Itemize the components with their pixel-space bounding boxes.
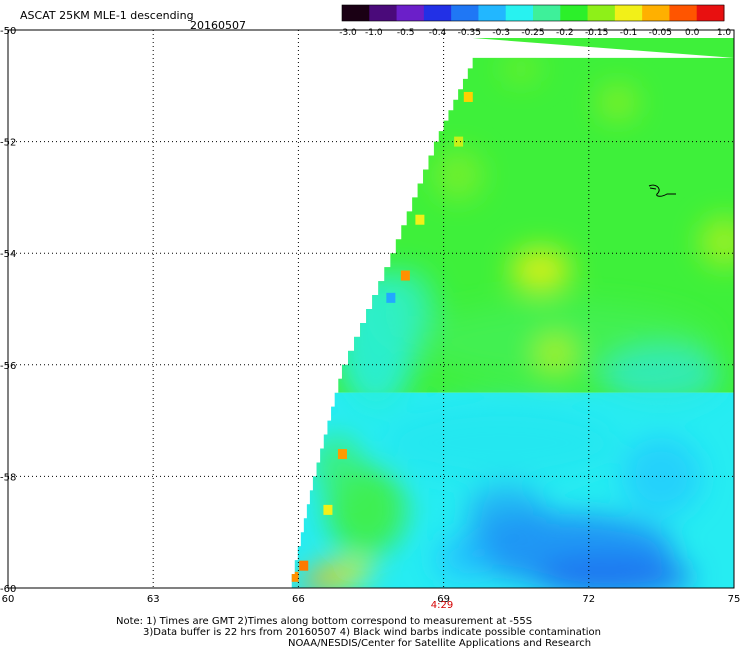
edge-pixel [299, 560, 309, 571]
colorbar-swatch [478, 5, 507, 21]
field-blob [510, 247, 571, 292]
footer-note-2: 3)Data buffer is 22 hrs from 20160507 4)… [143, 627, 601, 638]
colorbar-swatch [505, 5, 534, 21]
colorbar-label: -3.0 [339, 28, 357, 38]
latitude-label: -50 [0, 26, 16, 37]
latitude-label: -58 [0, 472, 16, 483]
edge-pixel [463, 91, 473, 102]
longitude-label: 66 [292, 594, 305, 605]
field-blob [433, 150, 484, 201]
edge-pixel [400, 270, 410, 281]
map-date: 20160507 [190, 19, 246, 32]
colorbar-swatch [533, 5, 561, 21]
colorbar-swatch [560, 5, 589, 21]
colorbar-swatch [642, 5, 670, 21]
latitude-label: -52 [0, 138, 16, 149]
time-label: 4:29 [431, 600, 453, 611]
footer-note-3: NOAA/NESDIS/Center for Satellite Applica… [288, 638, 592, 649]
colorbar-swatch [451, 5, 479, 21]
colorbar-swatch [369, 5, 398, 21]
field-blob [601, 345, 722, 406]
field-blob [342, 561, 371, 582]
field-blob [374, 269, 435, 349]
wind-barb-contamination [648, 184, 676, 197]
longitude-label: 75 [728, 594, 740, 605]
lat-lon-grid [8, 30, 734, 588]
colorbar-label: 1.0 [717, 28, 732, 38]
latitude-label: -56 [0, 361, 16, 372]
colorbar-label: -0.05 [649, 28, 672, 38]
field-blob [621, 436, 702, 517]
colorbar-swatch [669, 5, 698, 21]
longitude-label: 69 [437, 594, 450, 605]
field-blob [432, 535, 493, 586]
longitude-label: 60 [2, 594, 15, 605]
colorbar-label: -0.15 [585, 28, 608, 38]
field-blob [501, 54, 542, 85]
latitude-tick-labels: -50 -52 -54 -56 -58 -60 [0, 26, 16, 595]
colorbar-label: -0.4 [429, 28, 447, 38]
edge-pixel [323, 504, 333, 515]
colorbar-swatch [396, 5, 425, 21]
colorbar-label: -0.2 [556, 28, 574, 38]
data-swath [288, 38, 734, 588]
colorbar-label: -0.5 [397, 28, 415, 38]
colorbar-swatch [587, 5, 616, 21]
field-blob [533, 556, 693, 588]
colorbar-label: -0.3 [492, 28, 510, 38]
colorbar-swatch [342, 5, 370, 21]
map-title: ASCAT 25KM MLE-1 descending [20, 9, 194, 22]
colorbar-frame [341, 4, 725, 22]
edge-pixel [337, 449, 347, 460]
field-blob [597, 84, 638, 121]
colorbar-swatch [614, 5, 643, 21]
edge-pixel [415, 214, 425, 225]
latitude-label: -60 [0, 584, 16, 595]
longitude-label: 72 [582, 594, 595, 605]
colorbar-label: -1.0 [365, 28, 383, 38]
colorbar-label: -0.1 [620, 28, 638, 38]
field-blob [302, 574, 323, 588]
colorbar-label: -0.25 [521, 28, 544, 38]
colorbar-swatch [696, 5, 725, 21]
footer-note-1: Note: 1) Times are GMT 2)Times along bot… [116, 616, 533, 627]
latitude-label: -54 [0, 249, 16, 260]
field-blob [534, 333, 575, 374]
longitude-tick-labels: 60 63 66 69 72 75 [2, 594, 740, 605]
colorbar-label: -0.35 [458, 28, 481, 38]
colorbar: -3.0 -1.0 -0.5 -0.4 -0.35 -0.3 -0.25 -0.2 -0.15 -… [339, 4, 732, 38]
plot-frame [7, 29, 735, 589]
field-blob [381, 402, 622, 483]
field-blob [314, 564, 351, 588]
edge-pixel [289, 571, 299, 582]
colorbar-label: 0.0 [685, 28, 700, 38]
field-blob [312, 435, 363, 496]
field-blob [699, 217, 734, 268]
edge-pixel [386, 292, 396, 303]
colorbar-swatch [423, 5, 452, 21]
edge-pixel [454, 136, 464, 147]
longitude-label: 63 [147, 594, 160, 605]
